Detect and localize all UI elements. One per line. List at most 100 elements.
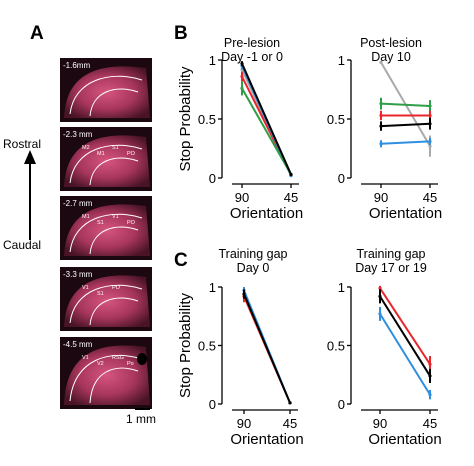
data-point (428, 122, 432, 126)
data-point (378, 286, 382, 290)
data-point (379, 60, 383, 64)
series-line (380, 122, 431, 128)
data-point (242, 292, 246, 296)
series-black (240, 61, 293, 177)
y-tick-label: 1 (209, 53, 216, 68)
panel-label-a: A (30, 23, 44, 44)
chart-title: Pre-lesion (224, 36, 280, 50)
x-tick-label: 90 (237, 416, 251, 431)
data-point (428, 144, 432, 148)
y-tick-label: 0 (338, 171, 345, 186)
data-point (240, 86, 244, 90)
data-point (379, 113, 383, 118)
region-label: V1 (112, 214, 119, 220)
section-contour (89, 297, 139, 326)
region-label: PO (112, 285, 121, 291)
series-red (379, 110, 432, 121)
y-tick-label: 0.5 (327, 112, 345, 127)
series-black (242, 289, 292, 405)
section-tissue (64, 204, 150, 256)
series-blue (378, 306, 432, 400)
region-label: PO (127, 151, 136, 157)
section-contour (89, 157, 139, 186)
data-point (288, 401, 292, 405)
chart-title: Day -1 or 0 (221, 50, 283, 64)
section-depth-label: -3.3 mm (63, 270, 93, 279)
x-tick-label: 90 (374, 190, 388, 205)
x-axis-label: Orientation (368, 431, 441, 448)
region-label: M1 (97, 151, 105, 157)
y-tick-label: 1 (209, 280, 216, 295)
arrow-up-icon (24, 150, 36, 164)
series-green (379, 97, 432, 112)
region-label: PO (127, 220, 136, 226)
series-line (380, 102, 431, 108)
section-tissue (64, 345, 150, 405)
section-contour (89, 88, 139, 117)
y-tick-label: 0.5 (198, 339, 216, 354)
series-red (378, 285, 432, 373)
region-label: V1 (82, 285, 89, 291)
data-point (379, 142, 383, 146)
x-tick-label: 90 (373, 416, 387, 431)
x-tick-label: 90 (235, 190, 249, 205)
brain-section: -2.7 mm M1 S1 V1 PO (60, 196, 152, 260)
data-point (379, 124, 383, 128)
section-depth-label: -4.5 mm (63, 340, 93, 349)
chart-title: Day 10 (371, 50, 411, 64)
section-contour (69, 213, 143, 253)
data-point (240, 74, 244, 79)
data-point (428, 374, 432, 378)
series-line (379, 287, 431, 365)
chart-title: Day 0 (237, 261, 270, 275)
x-axis-label: Orientation (230, 205, 303, 222)
section-contour (69, 75, 143, 115)
y-tick-label: 0.5 (327, 339, 345, 354)
x-tick-label: 45 (284, 190, 298, 205)
data-point (428, 113, 432, 118)
data-point (378, 294, 382, 298)
region-label: Po (127, 361, 134, 367)
rostral-caudal-axis: Rostral Caudal (3, 137, 41, 252)
data-point (428, 104, 432, 108)
section-contour (89, 226, 139, 255)
series-line (243, 293, 291, 404)
x-tick-label: 45 (423, 190, 437, 205)
data-point (289, 172, 293, 177)
implant-site (137, 353, 147, 365)
y-axis-label: Stop Probability (177, 66, 194, 172)
region-label: M2 (82, 145, 90, 151)
brain-section: -1.6mm (60, 58, 152, 122)
region-label: S1 (112, 145, 119, 151)
section-depth-label: -2.7 mm (63, 199, 93, 208)
section-tissue (64, 135, 150, 187)
x-tick-label: 45 (283, 416, 297, 431)
x-axis-label: Orientation (369, 205, 442, 222)
x-axis-label: Orientation (230, 431, 303, 448)
region-label: V1 (82, 355, 89, 361)
scale-bar-label: 1 mm (126, 412, 156, 426)
y-tick-label: 1 (338, 280, 345, 295)
chart-title: Training gap (356, 247, 425, 261)
section-depth-label: -2.3 mm (63, 130, 93, 139)
series-line (380, 140, 431, 145)
panel-label-c: C (174, 250, 188, 271)
region-label: RSG (112, 355, 124, 361)
section-contour (69, 284, 143, 324)
region-label: V2 (97, 361, 104, 367)
y-tick-label: 0 (209, 397, 216, 412)
data-point (240, 61, 244, 66)
data-point (378, 312, 382, 316)
chart-title: Training gap (218, 247, 287, 261)
chart-title: Day 17 or 19 (355, 261, 427, 275)
chart-title: Post-lesion (360, 36, 422, 50)
y-tick-label: 0.5 (198, 112, 216, 127)
section-tissue (64, 275, 150, 327)
section-contour (69, 144, 143, 184)
caudal-label: Caudal (3, 238, 41, 252)
